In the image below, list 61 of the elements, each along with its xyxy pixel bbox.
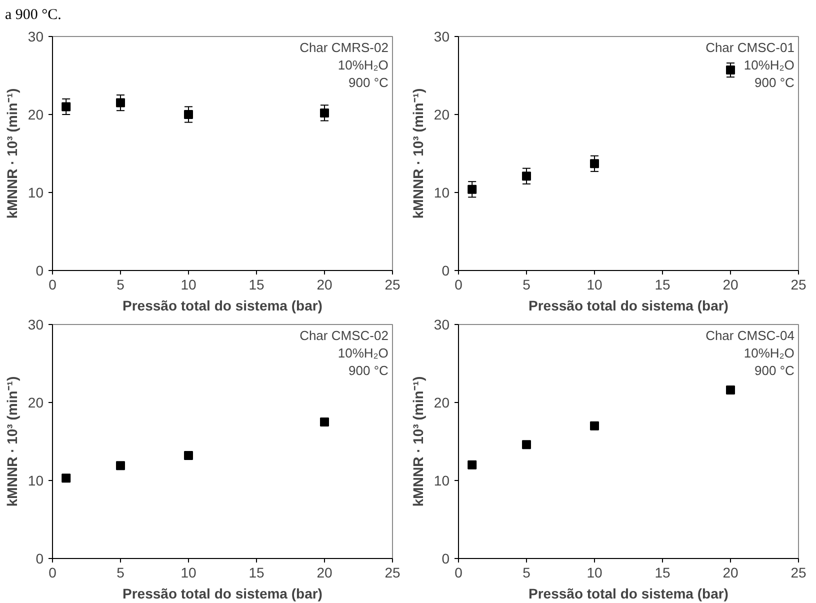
annotation: 900 °C bbox=[754, 75, 794, 90]
annotation: 10%H₂O bbox=[744, 58, 794, 73]
x-tick-label: 5 bbox=[116, 276, 125, 292]
x-axis-title: Pressão total do sistema (bar) bbox=[122, 298, 322, 314]
x-tick-label: 5 bbox=[116, 564, 125, 580]
x-tick-label: 20 bbox=[722, 276, 738, 292]
x-tick-label: 25 bbox=[790, 564, 806, 580]
annotation: 900 °C bbox=[348, 363, 388, 378]
y-tick-label: 20 bbox=[434, 394, 450, 410]
y-tick-label: 0 bbox=[442, 550, 450, 566]
x-tick-label: 25 bbox=[384, 276, 400, 292]
y-tick-label: 30 bbox=[28, 316, 44, 332]
x-tick-label: 15 bbox=[654, 276, 670, 292]
x-tick-label: 20 bbox=[316, 276, 332, 292]
text: a 900 °C. bbox=[5, 6, 62, 25]
annotation: 900 °C bbox=[348, 75, 388, 90]
annotation: 10%H₂O bbox=[744, 346, 794, 361]
annotation: Char CMSC-04 bbox=[706, 328, 794, 344]
y-axis-title: kMNNR · 10³ (min⁻¹) bbox=[410, 376, 426, 507]
y-tick-label: 10 bbox=[434, 472, 450, 488]
y-tick-label: 20 bbox=[28, 394, 44, 410]
x-tick-label: 20 bbox=[316, 564, 332, 580]
x-tick-label: 0 bbox=[454, 276, 463, 292]
y-tick-label: 30 bbox=[434, 28, 450, 44]
annotation: 900 °C bbox=[754, 363, 794, 378]
y-tick-label: 0 bbox=[36, 550, 44, 566]
annotation: 10%H₂O bbox=[338, 58, 388, 73]
y-tick-label: 10 bbox=[28, 184, 44, 200]
x-tick-label: 25 bbox=[384, 564, 400, 580]
x-tick-label: 25 bbox=[790, 276, 806, 292]
y-tick-label: 0 bbox=[442, 262, 450, 278]
x-axis-title: Pressão total do sistema (bar) bbox=[528, 298, 728, 314]
x-axis-title: Pressão total do sistema (bar) bbox=[528, 586, 728, 602]
y-axis-title: kMNNR · 10³ (min⁻¹) bbox=[410, 88, 426, 219]
x-tick-label: 10 bbox=[586, 276, 602, 292]
y-tick-label: 10 bbox=[28, 472, 44, 488]
y-tick-label: 20 bbox=[28, 106, 44, 122]
y-axis-title: kMNNR · 10³ (min⁻¹) bbox=[4, 88, 20, 219]
y-axis-title: kMNNR · 10³ (min⁻¹) bbox=[4, 376, 20, 507]
x-axis-title: Pressão total do sistema (bar) bbox=[122, 586, 322, 602]
y-tick-label: 10 bbox=[434, 184, 450, 200]
y-tick-label: 30 bbox=[434, 316, 450, 332]
annotation: Char CMSC-01 bbox=[706, 40, 794, 56]
x-tick-label: 0 bbox=[454, 564, 463, 580]
x-tick-label: 15 bbox=[654, 564, 670, 580]
y-tick-label: 20 bbox=[434, 106, 450, 122]
x-tick-label: 10 bbox=[586, 564, 602, 580]
x-tick-label: 15 bbox=[248, 564, 264, 580]
annotation: 10%H₂O bbox=[338, 346, 388, 361]
x-tick-label: 5 bbox=[522, 276, 531, 292]
x-tick-label: 0 bbox=[48, 564, 57, 580]
x-tick-label: 10 bbox=[180, 564, 196, 580]
y-tick-label: 30 bbox=[28, 28, 44, 44]
annotation: Char CMSC-02 bbox=[300, 328, 388, 344]
x-tick-label: 0 bbox=[48, 276, 57, 292]
annotation: Char CMRS-02 bbox=[300, 40, 388, 56]
x-tick-label: 10 bbox=[180, 276, 196, 292]
x-tick-label: 15 bbox=[248, 276, 264, 292]
x-tick-label: 5 bbox=[522, 564, 531, 580]
y-tick-label: 0 bbox=[36, 262, 44, 278]
x-tick-label: 20 bbox=[722, 564, 738, 580]
